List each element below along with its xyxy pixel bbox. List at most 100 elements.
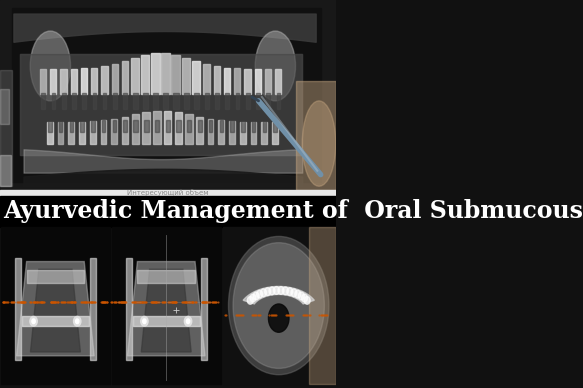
Point [267,312,276,318]
Ellipse shape [32,319,35,324]
Point [161,299,170,305]
Point [205,299,214,305]
Bar [122,61,128,94]
Point [160,299,169,305]
Bar [123,93,127,109]
Point [152,299,161,305]
Point [248,312,258,318]
Point [38,299,48,305]
Point [210,299,220,305]
Bar [252,120,255,132]
Bar [71,69,77,94]
Point [113,299,122,305]
Bar [272,122,278,144]
Point [86,299,96,305]
Point [149,299,158,305]
Point [99,299,108,305]
Point [202,299,211,305]
Point [107,299,116,305]
Point [131,299,140,305]
Point [50,299,59,305]
Bar [124,120,127,132]
Point [29,299,38,305]
Point [0,299,9,305]
Ellipse shape [287,288,293,296]
Ellipse shape [278,287,284,294]
Bar [176,120,181,132]
Point [178,299,187,305]
Bar [226,93,229,109]
Ellipse shape [253,292,259,300]
Point [138,299,147,305]
Point [232,312,241,318]
Point [141,299,150,305]
Bar [112,227,220,384]
Point [252,312,261,318]
Point [154,299,163,305]
Point [15,299,24,305]
Bar [296,81,336,190]
Ellipse shape [233,243,324,369]
Bar [255,69,261,94]
Point [180,299,189,305]
Point [15,299,24,305]
Bar [261,122,267,144]
Point [121,299,130,305]
Point [13,299,23,305]
Point [119,299,128,305]
Point [66,299,75,305]
Point [190,299,199,305]
Bar [111,64,118,94]
Point [213,299,223,305]
Bar [198,120,202,132]
Bar [0,89,9,124]
Point [117,299,127,305]
Bar [48,120,52,132]
Bar [262,120,266,132]
Point [47,299,56,305]
Point [315,312,324,318]
Bar [256,93,260,109]
Point [253,312,262,318]
Point [266,312,275,318]
Point [86,299,96,305]
Point [98,299,107,305]
Point [33,299,42,305]
Point [99,299,108,305]
Point [179,299,188,305]
Point [286,312,295,318]
Bar [61,69,66,94]
Ellipse shape [141,317,148,326]
Point [198,299,207,305]
Bar [91,68,97,94]
Point [111,299,120,305]
Point [181,299,191,305]
Point [16,299,26,305]
Point [117,299,126,305]
Point [203,299,212,305]
Point [238,312,247,318]
Point [251,312,260,318]
Bar [220,120,223,132]
Bar [113,93,117,109]
Point [301,312,310,318]
Point [118,299,128,305]
Point [48,299,58,305]
Point [139,299,149,305]
Point [316,312,325,318]
Point [18,299,27,305]
Point [118,299,128,305]
Bar [196,117,203,144]
Point [281,312,290,318]
Point [150,299,159,305]
Point [70,299,79,305]
Point [2,299,12,305]
Bar [166,120,170,132]
Bar [184,93,189,109]
Bar [12,8,321,182]
Point [58,299,68,305]
Point [85,299,94,305]
Point [102,299,111,305]
Bar [131,58,139,94]
Bar [0,70,12,186]
